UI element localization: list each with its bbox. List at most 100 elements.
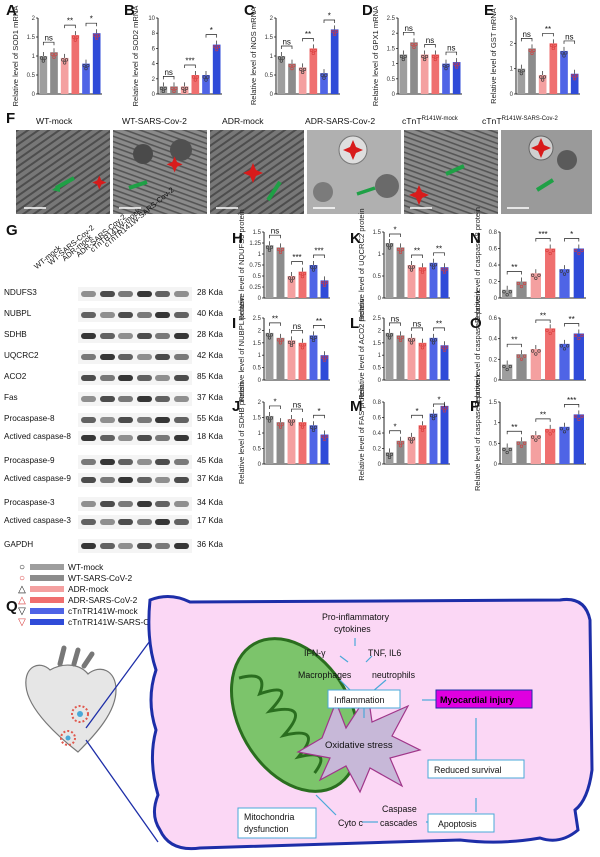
- data-point: [43, 56, 47, 60]
- y-tick-label: 0: [270, 92, 274, 98]
- y-tick-label: 0: [392, 92, 396, 98]
- data-point: [431, 341, 436, 345]
- wb-band: [136, 417, 152, 423]
- bar: [330, 29, 339, 94]
- significance-label: **: [305, 30, 311, 39]
- wb-band: [118, 312, 133, 318]
- inflammation-box: [327, 689, 401, 709]
- panel-letter-m: M: [350, 398, 363, 415]
- data-point: [313, 335, 318, 339]
- bar: [545, 248, 556, 298]
- data-point: [52, 55, 56, 59]
- data-point: [311, 51, 315, 56]
- data-point: [571, 74, 575, 78]
- data-point: [431, 417, 436, 421]
- label-pro-inflammatory: Pro-inflammatory: [322, 612, 390, 622]
- data-point: [444, 66, 448, 71]
- data-point: [309, 335, 314, 339]
- data-point: [280, 247, 285, 251]
- data-point: [566, 344, 570, 348]
- significance-label: **: [436, 319, 442, 328]
- significance-label: *: [570, 230, 573, 239]
- data-point: [174, 86, 178, 90]
- bar: [573, 333, 584, 380]
- data-point: [440, 345, 445, 349]
- legend-item: △ ADR-mock: [16, 584, 108, 596]
- data-point: [453, 62, 457, 66]
- wb-band: [173, 312, 189, 318]
- data-point: [334, 29, 339, 34]
- panel-letter-q: Q: [6, 598, 18, 615]
- bar: [39, 56, 48, 94]
- wb-band: [118, 435, 133, 441]
- bar: [276, 337, 285, 380]
- y-tick-label: 0.5: [253, 447, 262, 453]
- significance-bracket: [402, 31, 415, 36]
- em-panel-r141w-mock: [404, 130, 498, 214]
- significance-bracket: [269, 405, 281, 409]
- data-point: [505, 293, 509, 297]
- data-point: [502, 364, 506, 369]
- bar: [265, 245, 274, 298]
- wb-band: [118, 375, 133, 381]
- data-point: [291, 276, 296, 280]
- significance-label: ns: [426, 36, 434, 45]
- y-tick-label: 1.25: [249, 241, 261, 247]
- chart-gst: 0 1 2 3 Relative level of GST mRNA ns ** ns: [489, 7, 580, 104]
- data-point: [288, 63, 292, 68]
- wb-band: [118, 477, 133, 483]
- data-point: [418, 343, 423, 347]
- legend-item: ▽ cTnTR141W-mock: [16, 606, 138, 618]
- data-point: [412, 45, 416, 49]
- data-point: [455, 65, 459, 69]
- bar: [429, 262, 438, 298]
- y-tick-label: 2: [32, 16, 36, 22]
- data-point: [289, 279, 294, 283]
- label-oxidative-stress: Oxidative stress: [325, 740, 393, 751]
- bar: [545, 428, 556, 464]
- wb-band: [81, 501, 96, 507]
- significance-label: *: [273, 397, 276, 406]
- bar: [429, 337, 438, 380]
- significance-bracket: [433, 403, 445, 407]
- data-point: [276, 338, 281, 342]
- data-point: [440, 406, 445, 410]
- y-tick-label: 1: [378, 353, 382, 359]
- data-point: [534, 438, 538, 442]
- data-point: [267, 336, 272, 340]
- data-point: [516, 441, 520, 445]
- data-point: [409, 341, 414, 345]
- data-point: [422, 343, 427, 347]
- chart-caspase8: 0 0.2 0.4 0.6 0.8 Relative level of caspase-8…: [473, 207, 586, 323]
- legend-swatch: [30, 619, 64, 626]
- wb-band: [81, 375, 96, 381]
- significance-bracket: [564, 323, 580, 327]
- data-point: [559, 269, 563, 273]
- data-point: [387, 336, 392, 340]
- y-tick-label: 0.6: [489, 316, 498, 322]
- data-point: [566, 269, 570, 273]
- wb-band: [155, 459, 170, 465]
- significance-bracket: [205, 34, 218, 38]
- legend-swatch: [30, 564, 64, 571]
- data-point: [292, 63, 296, 68]
- data-point: [206, 75, 210, 79]
- chart-fas: 0 0.2 0.4 0.6 0.8 Relative level of FAS prote…: [357, 385, 450, 481]
- significance-label: **: [545, 25, 551, 34]
- wb-band: [173, 477, 189, 483]
- data-point: [442, 63, 446, 68]
- bar: [385, 332, 394, 380]
- data-point: [278, 341, 283, 345]
- label-ifn: IFN-γ: [304, 648, 326, 658]
- y-tick-label: 0.6: [373, 416, 382, 422]
- data-point: [302, 67, 307, 71]
- significance-bracket: [563, 40, 576, 44]
- em-panel-wt-mock: [16, 130, 110, 214]
- data-point: [407, 338, 412, 342]
- data-point: [519, 284, 524, 289]
- legend-symbol-icon: △: [18, 595, 26, 606]
- bar: [309, 335, 318, 380]
- data-point: [411, 265, 416, 269]
- data-point: [580, 414, 584, 419]
- data-point: [385, 243, 390, 247]
